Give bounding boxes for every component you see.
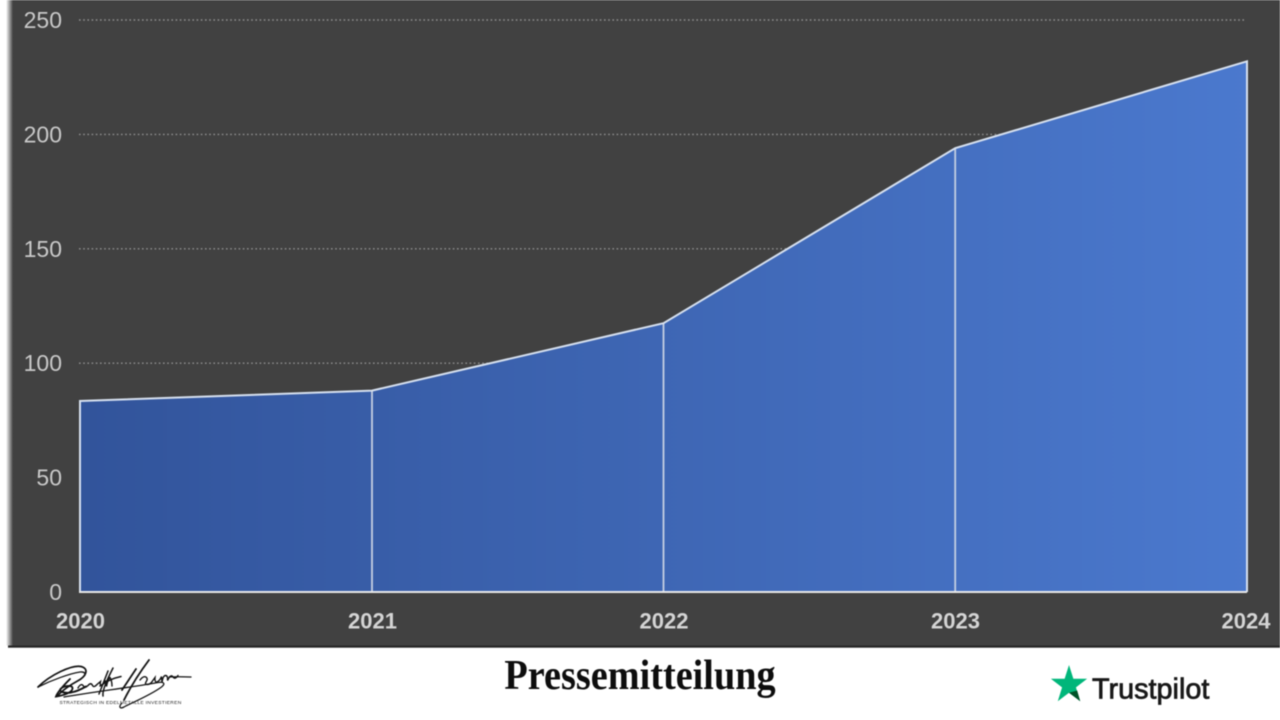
svg-text:2020: 2020 [56, 609, 105, 634]
svg-text:STRATEGISCH IN EDELMETALLE INV: STRATEGISCH IN EDELMETALLE INVESTIEREN [59, 700, 181, 706]
svg-text:0: 0 [49, 579, 62, 605]
svg-text:50: 50 [36, 465, 62, 491]
svg-text:100: 100 [24, 350, 62, 376]
svg-text:2024: 2024 [1222, 609, 1272, 634]
svg-text:Trustpilot: Trustpilot [1092, 674, 1209, 706]
svg-text:2023: 2023 [931, 609, 980, 634]
svg-text:2022: 2022 [640, 609, 689, 634]
svg-text:250: 250 [24, 7, 62, 33]
svg-text:200: 200 [24, 121, 62, 147]
svg-text:150: 150 [24, 236, 62, 262]
svg-text:2021: 2021 [348, 609, 397, 634]
